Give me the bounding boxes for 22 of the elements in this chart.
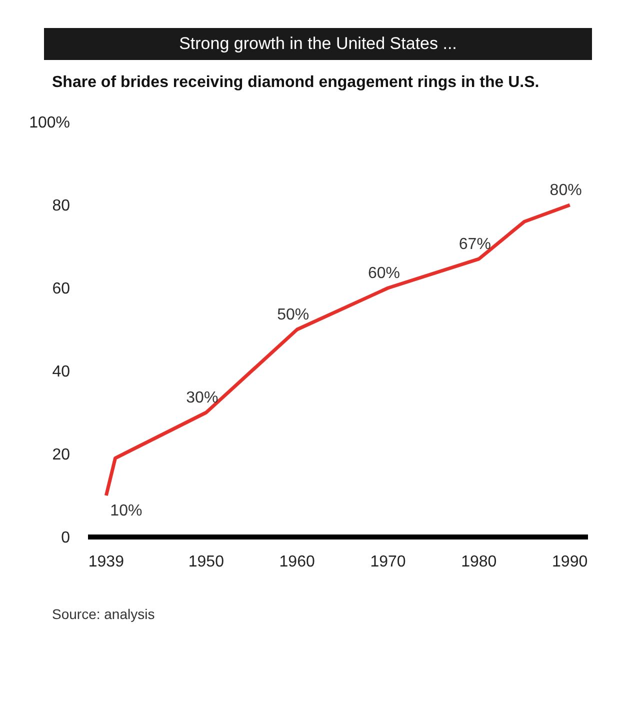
x-tick-label: 1939 (88, 553, 124, 570)
x-tick-label: 1950 (188, 553, 224, 570)
data-label: 50% (277, 306, 310, 324)
x-tick-label: 1990 (552, 553, 588, 570)
y-tick-label: 100% (29, 114, 70, 132)
source-note: Source: analysis (52, 606, 156, 622)
x-tick-label: 1960 (279, 553, 315, 570)
data-label: 30% (186, 390, 218, 406)
chart-title: Strong growth in the United States ... (44, 28, 592, 60)
x-tick-label: 1980 (461, 553, 497, 570)
y-tick-label: 20 (52, 446, 70, 464)
data-label: 80% (550, 182, 582, 199)
data-label: 60% (368, 265, 400, 282)
line-series (104, 203, 572, 498)
data-label: 67% (458, 236, 491, 253)
y-tick-label: 0 (61, 530, 70, 547)
x-tick-label: 1970 (370, 553, 406, 570)
y-tick-label: 40 (52, 364, 70, 381)
chart-subtitle: Share of brides receiving diamond engagement rings in the U.S. (52, 74, 540, 92)
data-label: 10% (110, 502, 142, 520)
y-tick-label: 80 (52, 198, 70, 215)
y-tick-label: 60 (52, 280, 70, 298)
